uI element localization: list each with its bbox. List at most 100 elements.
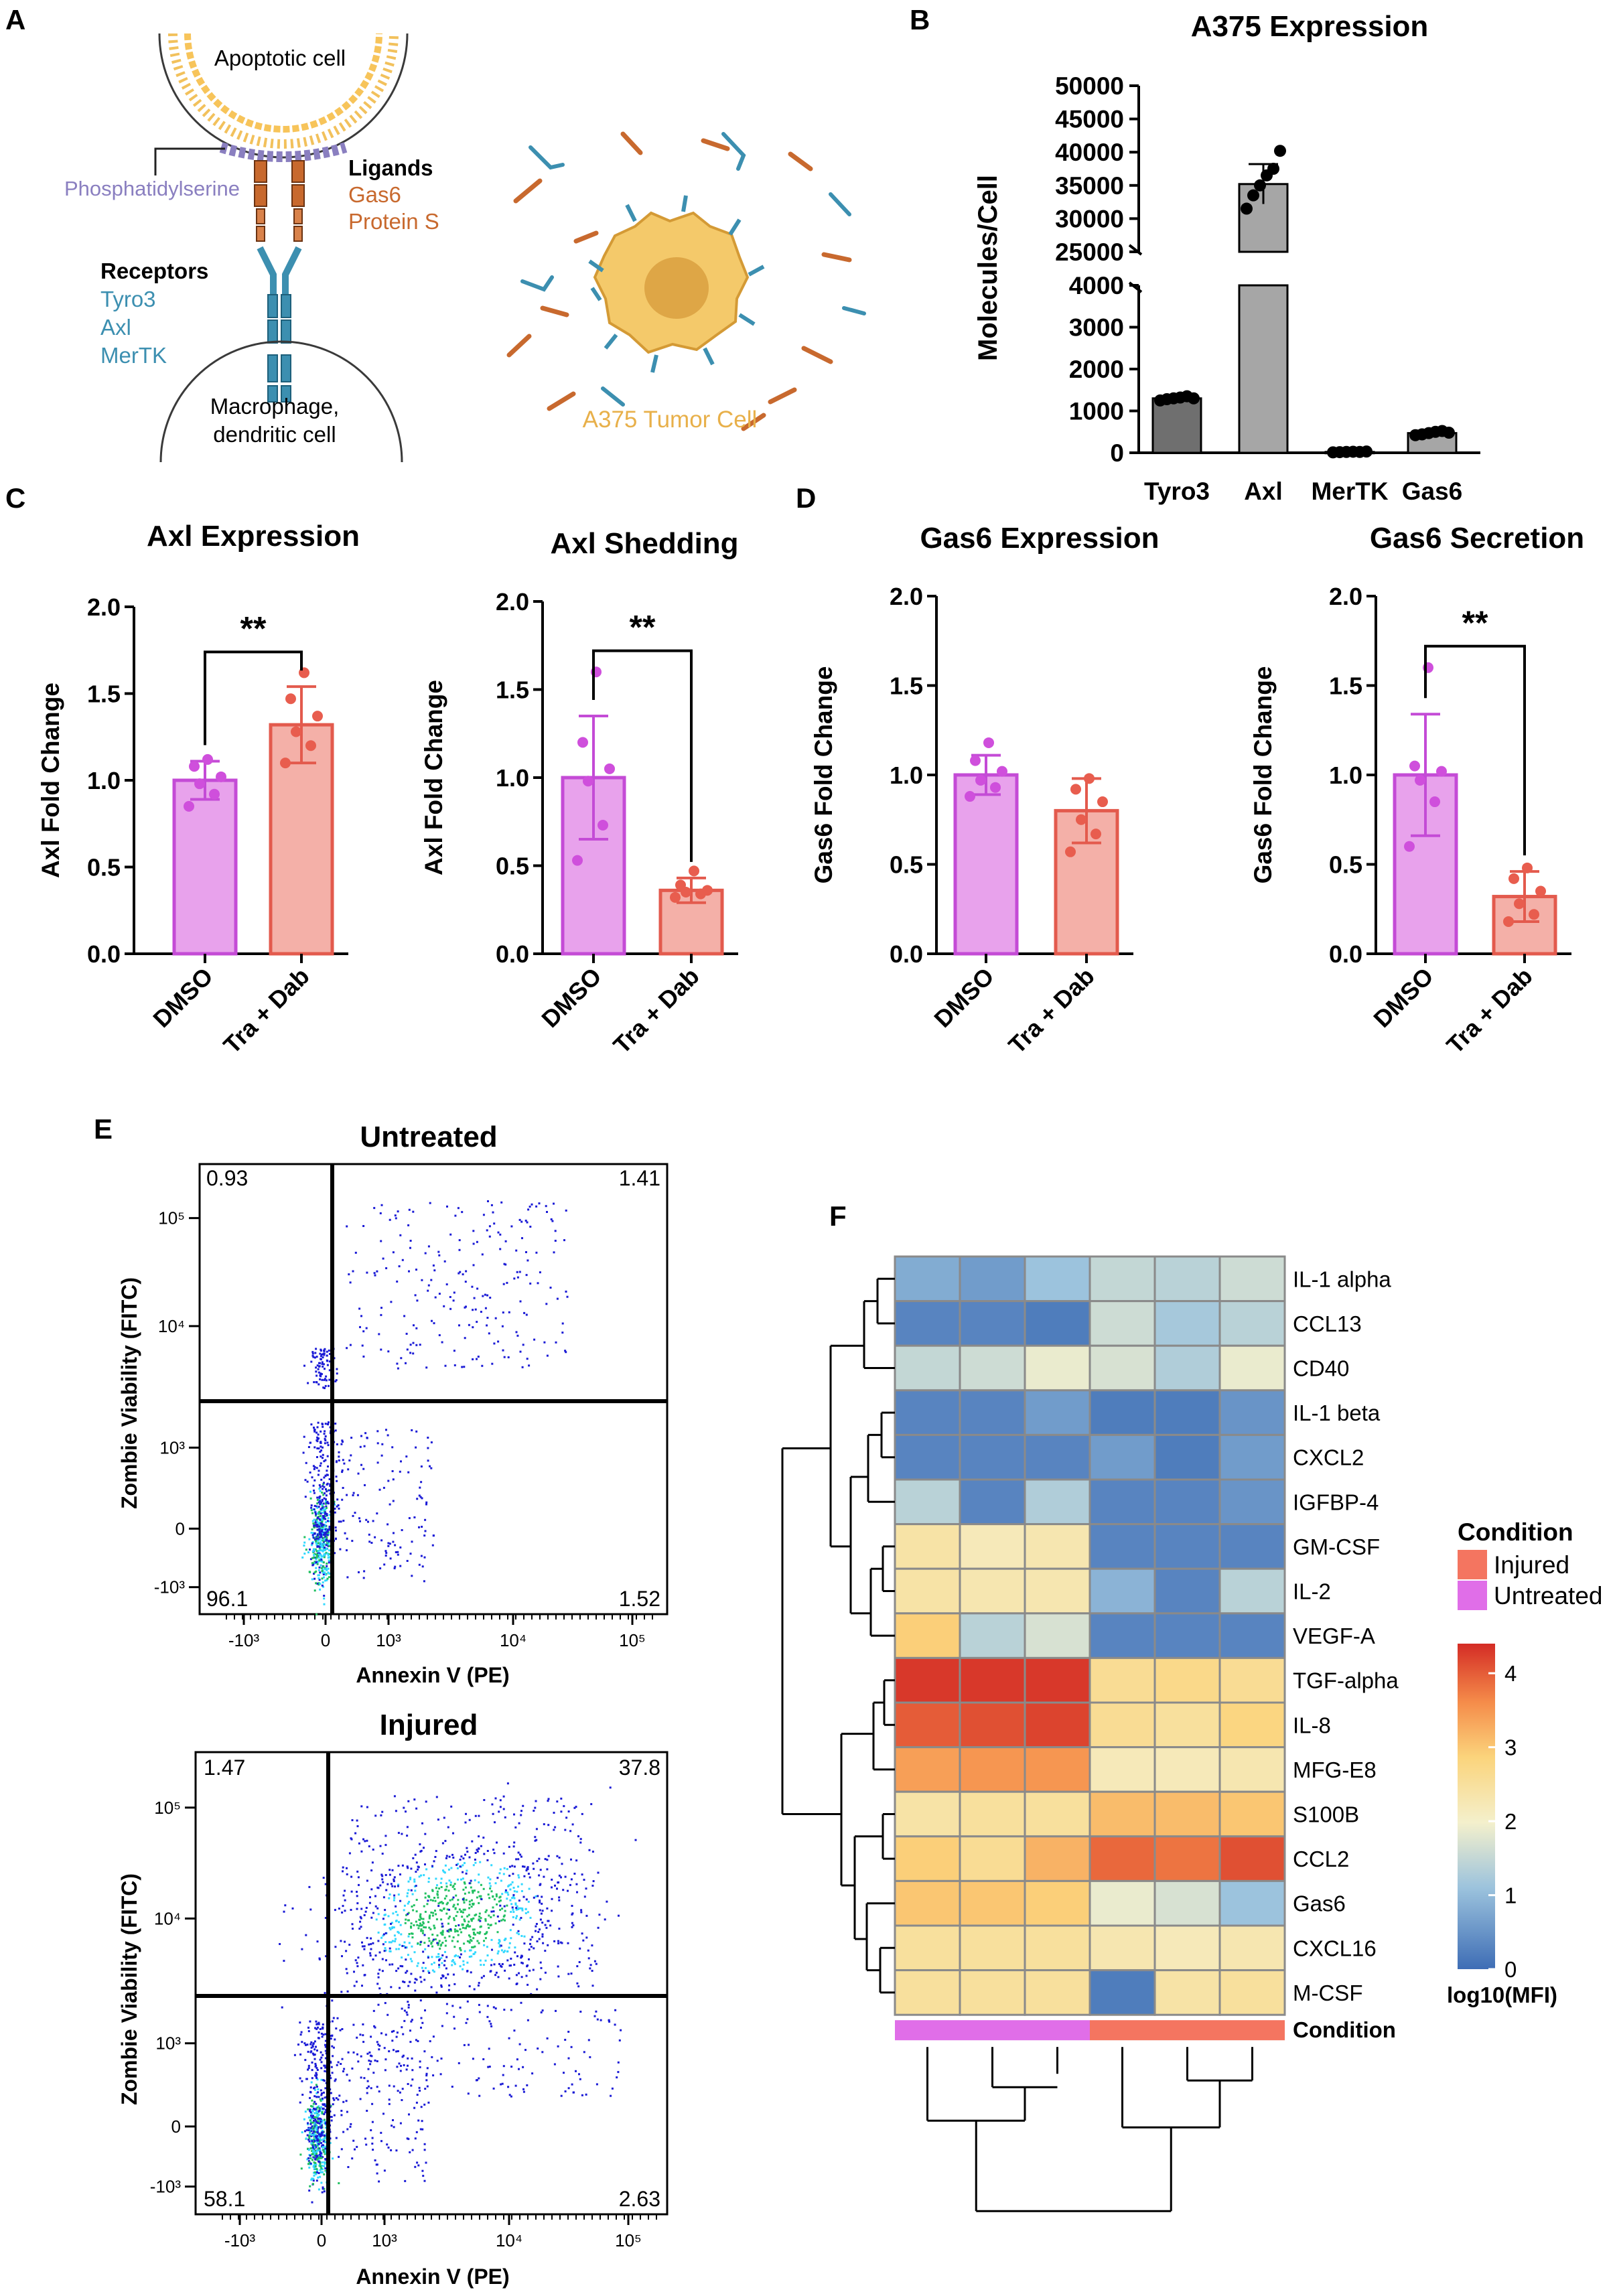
flow-event-dot xyxy=(488,2020,491,2023)
flow-event-dot xyxy=(476,1940,479,1942)
flow-event-dot xyxy=(433,1322,435,1325)
flow-event-dot xyxy=(300,2167,303,2170)
flow-event-dot xyxy=(398,2062,401,2065)
flow-event-dot xyxy=(358,1517,360,1520)
flow-event-dot xyxy=(397,1832,400,1835)
flow-event-dot xyxy=(488,1897,491,1899)
flow-event-dot xyxy=(403,2019,406,2022)
heatmap-cell xyxy=(1024,1835,1091,1882)
flow-event-dot xyxy=(511,1865,514,1867)
flow-event-dot xyxy=(372,1912,374,1914)
flow-event-dot xyxy=(356,2053,358,2056)
flow-event-dot xyxy=(483,1799,486,1801)
flow-event-dot xyxy=(492,1812,494,1815)
flow-event-dot xyxy=(310,1544,313,1547)
flow-event-dot xyxy=(445,1903,448,1906)
flow-event-dot xyxy=(324,2050,327,2052)
flow-event-dot xyxy=(482,1295,484,1297)
flow-event-dot xyxy=(431,1956,433,1958)
flow-event-dot xyxy=(313,2100,316,2103)
flow-event-dot xyxy=(591,1985,594,1987)
flow-event-dot xyxy=(464,1281,467,1283)
flow-event-dot xyxy=(561,1863,563,1865)
flow-event-dot xyxy=(462,1963,465,1966)
heatmap-cell xyxy=(1153,1255,1221,1303)
flow-event-dot xyxy=(321,2146,324,2149)
flow-event-dot xyxy=(325,1521,328,1524)
flow-event-dot xyxy=(427,1245,430,1248)
flow-event-dot xyxy=(319,1490,322,1492)
flow-event-dot xyxy=(519,1907,522,1910)
flow-event-dot xyxy=(455,1894,458,1897)
flow-event-dot xyxy=(309,1441,311,1444)
flow-event-dot xyxy=(407,1954,409,1956)
flow-event-dot xyxy=(318,1365,321,1368)
flow-event-dot xyxy=(436,1890,439,1893)
flow-event-dot xyxy=(305,1461,307,1464)
flow-event-dot xyxy=(307,2157,310,2159)
flow-event-dot xyxy=(454,1930,457,1933)
flow-event-dot xyxy=(324,1567,326,1569)
receptor-tyro3: Tyro3 xyxy=(100,287,156,311)
flowTop-ytick-label: 10⁴ xyxy=(158,1316,185,1336)
flow-event-dot xyxy=(560,1797,563,1800)
flow-event-dot xyxy=(315,2144,318,2147)
flow-event-dot xyxy=(384,1555,387,1557)
flow-event-dot xyxy=(392,2119,394,2121)
flow-event-dot xyxy=(313,1427,315,1429)
flow-event-dot xyxy=(520,1220,523,1223)
flow-event-dot xyxy=(456,1911,459,1914)
flow-event-dot xyxy=(313,2146,315,2149)
flow-event-dot xyxy=(474,1861,477,1864)
chartD1-point xyxy=(975,775,986,786)
flow-event-dot xyxy=(500,2083,502,2086)
flow-event-dot xyxy=(335,1476,338,1478)
flow-event-dot xyxy=(313,2120,315,2122)
heatmap-cell xyxy=(1153,1701,1221,1749)
flow-event-dot xyxy=(543,1823,545,1826)
flow-event-dot xyxy=(465,1899,468,1902)
flow-event-dot xyxy=(498,1940,501,1943)
flow-event-dot xyxy=(423,1534,426,1537)
flow-event-dot xyxy=(520,1890,523,1892)
flow-event-dot xyxy=(317,1536,320,1538)
flow-event-dot xyxy=(387,1545,390,1547)
flow-event-dot xyxy=(410,2020,413,2023)
flow-event-dot xyxy=(393,1795,396,1798)
panel-letter-d: D xyxy=(796,482,816,514)
flow-event-dot xyxy=(524,1220,527,1222)
heatmap-cell xyxy=(1089,1701,1156,1749)
flow-event-dot xyxy=(389,1947,391,1950)
flow-event-dot xyxy=(324,2070,326,2072)
flow-event-dot xyxy=(529,1876,531,1879)
chartD2-title: Gas6 Secretion xyxy=(1370,522,1584,555)
flow-event-dot xyxy=(310,2041,313,2043)
flow-event-dot xyxy=(413,1798,416,1801)
flow-event-dot xyxy=(391,1963,394,1966)
flow-event-dot xyxy=(442,1869,444,1872)
flow-event-dot xyxy=(494,1317,497,1319)
flow-event-dot xyxy=(388,2102,391,2105)
flow-event-dot xyxy=(385,1552,388,1555)
flow-event-dot xyxy=(460,1855,463,1858)
flow-xlabel-injured: Annexin V (PE) xyxy=(356,2265,509,2289)
flow-event-dot xyxy=(447,1917,450,1920)
flow-event-dot xyxy=(312,2043,315,2045)
flow-event-dot xyxy=(464,1853,466,1856)
flow-event-dot xyxy=(378,2048,380,2051)
flow-event-dot xyxy=(512,1893,515,1896)
flow-event-dot xyxy=(439,1909,441,1912)
flow-event-dot xyxy=(557,1881,560,1883)
flow-event-dot xyxy=(387,1915,390,1918)
flow-event-dot xyxy=(427,1459,429,1462)
flow-event-dot xyxy=(480,1311,482,1313)
flow-event-dot xyxy=(390,1301,393,1303)
flow-event-dot xyxy=(415,1920,417,1923)
flow-event-dot xyxy=(313,1490,315,1492)
flow-event-dot xyxy=(466,1847,468,1849)
flow-event-dot xyxy=(500,1201,503,1204)
flow-event-dot xyxy=(412,1210,415,1213)
flow-event-dot xyxy=(392,1912,395,1915)
flow-event-dot xyxy=(545,1205,547,1208)
